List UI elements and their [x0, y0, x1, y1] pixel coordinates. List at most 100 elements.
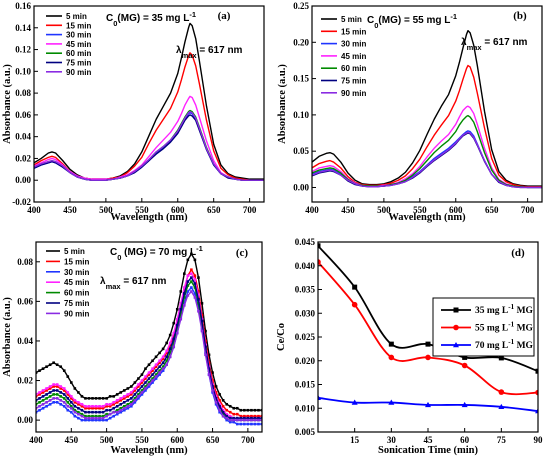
series-line-3 — [36, 286, 262, 425]
data-point — [133, 401, 137, 404]
x-tick-label: 90 — [534, 435, 544, 445]
data-point — [98, 418, 101, 422]
data-point — [147, 383, 151, 386]
data-point — [108, 416, 112, 420]
data-point — [137, 389, 140, 392]
data-point — [133, 387, 137, 390]
data-point — [84, 414, 87, 418]
data-point — [91, 410, 94, 414]
data-point — [52, 385, 55, 388]
data-point — [154, 369, 158, 372]
data-point — [425, 354, 431, 361]
data-point — [228, 420, 232, 424]
lambda-max-annotation: λmax = 617 nm — [176, 45, 243, 60]
x-tick-label: 550 — [135, 205, 149, 215]
data-point — [193, 292, 197, 295]
data-point — [168, 351, 172, 355]
legend-label: 90 min — [341, 89, 366, 98]
data-point — [235, 406, 239, 410]
data-point — [151, 359, 154, 363]
legend-label: 15 min — [341, 27, 366, 36]
data-point — [197, 276, 200, 279]
data-point — [133, 397, 137, 400]
data-point — [218, 410, 221, 414]
data-point — [388, 341, 394, 347]
data-point — [318, 259, 321, 265]
legend-label: 75 min — [64, 299, 89, 308]
data-point — [144, 389, 147, 392]
data-point — [147, 363, 151, 367]
data-point — [214, 391, 218, 394]
data-point — [154, 375, 158, 378]
data-point — [73, 401, 77, 404]
data-point — [52, 389, 55, 392]
data-point — [59, 399, 63, 402]
data-point — [119, 391, 123, 394]
data-point — [260, 422, 262, 426]
data-point — [168, 347, 172, 351]
data-point — [126, 404, 130, 408]
data-point — [55, 385, 59, 388]
data-point — [73, 408, 77, 412]
data-point — [161, 367, 165, 370]
data-point — [122, 389, 126, 392]
data-point — [112, 401, 115, 404]
data-point — [94, 418, 98, 422]
data-point — [115, 399, 119, 402]
data-point — [246, 422, 250, 426]
data-point — [73, 414, 77, 418]
data-point — [190, 268, 193, 272]
data-point — [73, 410, 77, 414]
x-tick-label: 600 — [171, 435, 185, 445]
data-point — [461, 401, 468, 408]
plot-area — [318, 243, 538, 414]
data-point — [91, 406, 94, 410]
y-tick-label: 0.030 — [295, 308, 316, 318]
data-point — [94, 410, 98, 414]
data-point — [80, 395, 84, 398]
data-point — [130, 402, 133, 406]
data-point — [235, 416, 239, 420]
concentration-annotation: C0(MG) = 35 mg L-1 — [106, 10, 196, 28]
data-point — [498, 355, 504, 361]
data-point — [221, 414, 225, 418]
data-point — [45, 397, 48, 400]
data-point — [228, 404, 232, 408]
data-point — [186, 290, 190, 293]
data-point — [260, 408, 262, 412]
x-tick-label: 450 — [65, 435, 79, 445]
legend-label: 45 min — [66, 40, 91, 49]
data-point — [218, 402, 221, 406]
data-point — [388, 354, 395, 361]
plot-frame — [33, 5, 265, 203]
panel-label: (c) — [236, 247, 249, 259]
data-point — [119, 408, 123, 412]
data-point — [225, 412, 228, 416]
data-point — [108, 404, 112, 408]
data-point — [41, 399, 45, 402]
data-point — [172, 345, 176, 349]
data-point — [246, 416, 250, 420]
data-point — [154, 377, 158, 380]
data-point — [84, 406, 87, 410]
data-point — [36, 406, 38, 410]
data-point — [70, 397, 73, 400]
data-point — [165, 363, 168, 367]
data-point — [168, 355, 172, 359]
data-point — [239, 408, 243, 412]
data-point — [70, 406, 73, 410]
data-point — [211, 371, 214, 374]
concentration-annotation: C0(MG) = 55 mg L-1 — [367, 12, 457, 30]
data-point — [214, 401, 218, 404]
data-point — [318, 394, 321, 400]
data-point — [62, 401, 66, 404]
data-point — [168, 333, 172, 337]
data-point — [168, 343, 172, 347]
panel-b: 400 450 500 550 600 650 700 0.00 0.05 0.10 0.15 0.2… — [277, 1, 543, 223]
data-point — [214, 385, 218, 388]
data-point — [133, 393, 137, 396]
data-point — [190, 280, 193, 283]
data-point — [147, 381, 151, 384]
data-point — [130, 397, 133, 400]
data-point — [179, 307, 183, 311]
